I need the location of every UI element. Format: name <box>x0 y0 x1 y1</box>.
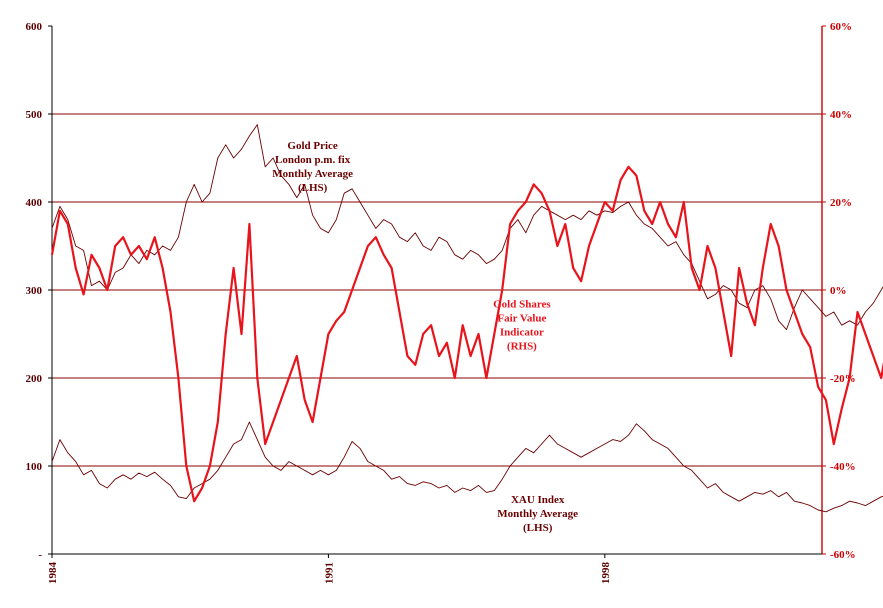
right-tick-label: 0% <box>830 285 847 297</box>
series-line-gold <box>51 124 883 331</box>
left-tick-label: 400 <box>26 197 43 209</box>
xau-annotation-line: (LHS) <box>523 522 553 534</box>
left-tick-label: - <box>38 549 42 561</box>
indicator-annotation-line: Indicator <box>500 327 544 339</box>
annotations: Gold Price London p.m. fix Monthly Average… <box>272 140 578 534</box>
x-tick-label: 1998 <box>600 562 612 585</box>
right-tick-label: 40% <box>830 109 852 121</box>
indicator-annotation-line: (RHS) <box>507 341 537 353</box>
right-tick-label: 20% <box>830 197 852 209</box>
indicator-annotation-line: Gold Shares <box>493 299 551 311</box>
xau-annotation-line: XAU Index <box>511 494 565 506</box>
left-tick-label: 300 <box>26 285 43 297</box>
x-tick-label: 1991 <box>323 562 335 584</box>
gold-annotation-line: Gold Price <box>287 140 338 152</box>
right-tick-label: -60% <box>830 549 856 561</box>
left-tick-label: 600 <box>26 21 43 33</box>
series-line-xau <box>51 421 883 513</box>
series-line-indicator <box>50 165 883 503</box>
right-tick-label: -20% <box>830 373 856 385</box>
xau-annotation-line: Monthly Average <box>497 508 578 520</box>
gold-annotation-line: London p.m. fix <box>275 154 351 166</box>
right-tick-label: -40% <box>830 461 856 473</box>
gold-annotation-line: (LHS) <box>298 182 328 194</box>
right-tick-label: 60% <box>830 21 852 33</box>
indicator-annotation-line: Fair Value <box>497 313 546 325</box>
axes <box>48 25 826 558</box>
x-tick-label: 1984 <box>47 562 59 585</box>
left-tick-label: 500 <box>26 109 43 121</box>
gold-annotation-line: Monthly Average <box>272 168 353 180</box>
gridlines <box>52 113 822 467</box>
left-tick-label: 200 <box>26 373 43 385</box>
left-tick-label: 100 <box>26 461 43 473</box>
tick-labels: - 100 200 300 400 500 600 -60% -40% -20% 0% 20% 40% 6… <box>26 21 856 584</box>
series-layer <box>50 124 883 513</box>
